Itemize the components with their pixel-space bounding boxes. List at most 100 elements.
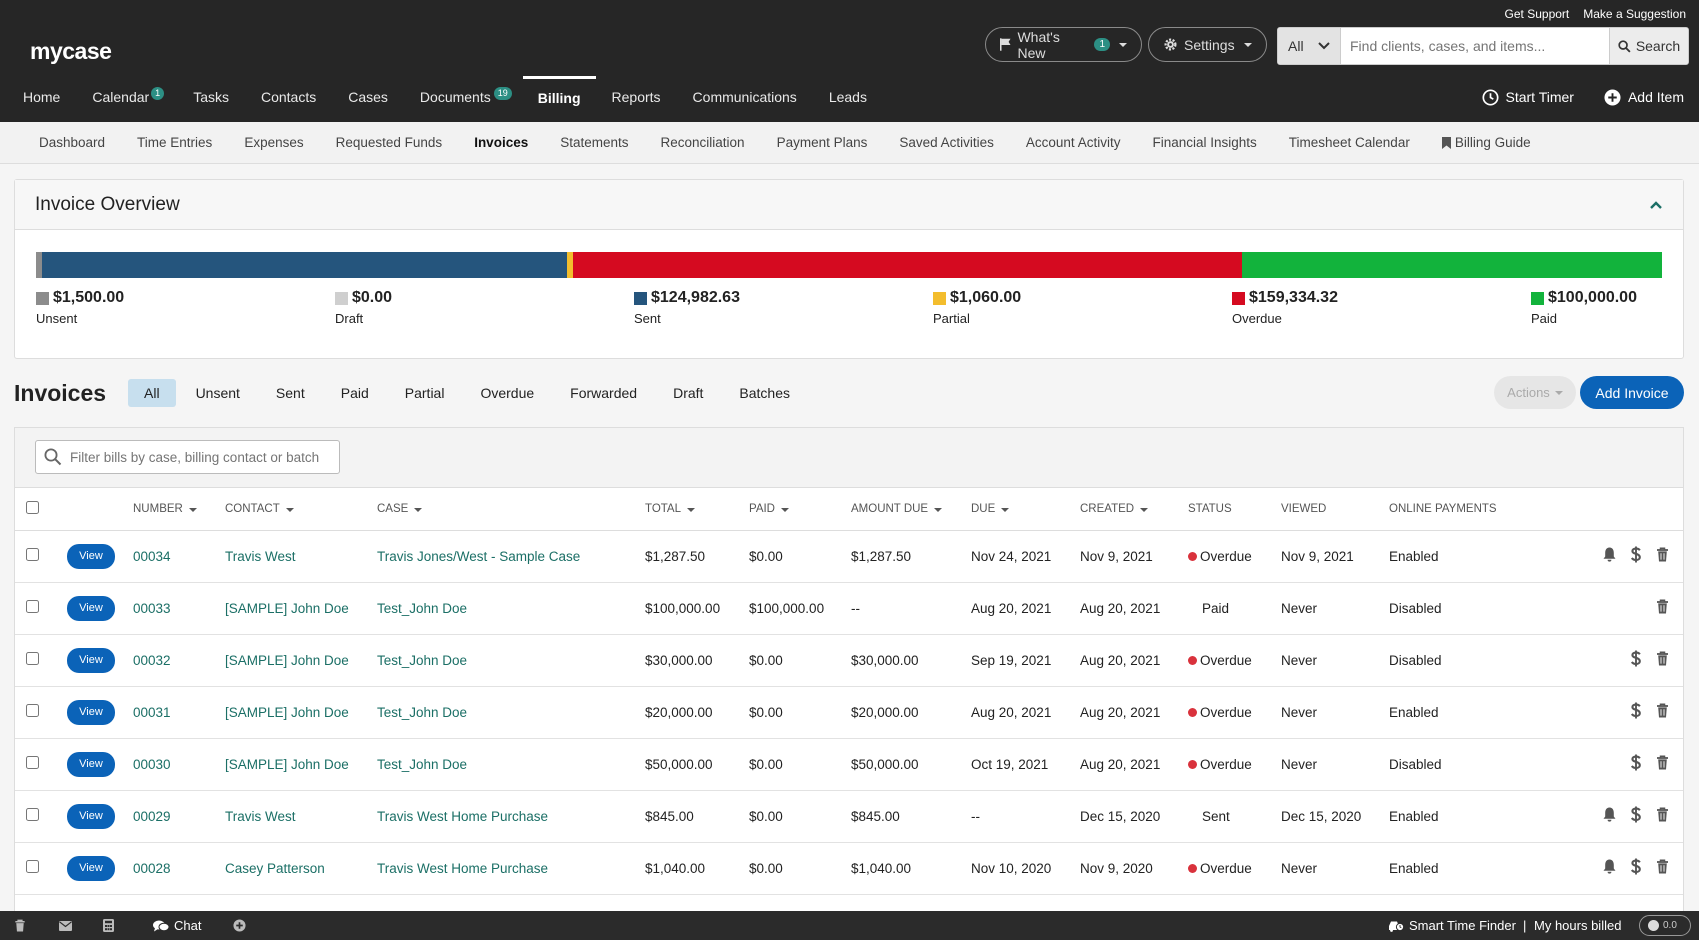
trash-icon[interactable] <box>1656 859 1669 877</box>
row-checkbox[interactable] <box>26 704 39 717</box>
invoice-number-link[interactable]: 00034 <box>133 548 171 564</box>
view-button[interactable]: View <box>67 543 115 569</box>
bell-icon[interactable] <box>1603 859 1616 877</box>
column-number[interactable]: NUMBER <box>133 488 225 531</box>
footer-add-button[interactable] <box>233 911 246 940</box>
add-item-button[interactable]: Add Item <box>1604 88 1684 106</box>
subnav-billing-guide[interactable]: Billing Guide <box>1426 122 1547 163</box>
case-link[interactable]: Travis West Home Purchase <box>377 860 549 876</box>
footer-mail-button[interactable] <box>59 911 72 940</box>
case-link[interactable]: Test_John Doe <box>377 704 468 720</box>
chat-button[interactable]: Chat <box>153 911 201 940</box>
select-all-checkbox[interactable] <box>26 500 39 514</box>
subnav-statements[interactable]: Statements <box>560 135 629 150</box>
view-button[interactable]: View <box>67 647 115 673</box>
trash-icon[interactable] <box>1656 703 1669 721</box>
nav-calendar[interactable]: Calendar 1 <box>76 76 177 122</box>
bell-icon[interactable] <box>1603 547 1616 565</box>
filter-tab-partial[interactable]: Partial <box>404 385 445 401</box>
add-invoice-button[interactable]: Add Invoice <box>1580 376 1684 409</box>
trash-icon[interactable] <box>1656 807 1669 825</box>
row-checkbox[interactable] <box>26 808 39 821</box>
contact-link[interactable]: [SAMPLE] John Doe <box>225 704 349 720</box>
logo[interactable]: mycase <box>30 38 112 64</box>
subnav-requested-funds[interactable]: Requested Funds <box>335 135 443 150</box>
nav-home[interactable]: Home <box>0 76 76 122</box>
filter-tab-draft[interactable]: Draft <box>673 385 704 401</box>
subnav-saved-activities[interactable]: Saved Activities <box>899 135 994 150</box>
footer-calculator-button[interactable] <box>103 911 114 940</box>
nav-contacts[interactable]: Contacts <box>245 76 332 122</box>
invoice-number-link[interactable]: 00031 <box>133 704 171 720</box>
subnav-dashboard[interactable]: Dashboard <box>39 135 106 150</box>
footer-trash-button[interactable] <box>14 911 26 940</box>
view-button[interactable]: View <box>67 699 115 725</box>
get-support-link[interactable]: Get Support <box>1504 7 1570 21</box>
case-link[interactable]: Travis West Home Purchase <box>377 808 549 824</box>
nav-billing[interactable]: Billing <box>522 76 596 122</box>
case-link[interactable]: Test_John Doe <box>377 756 468 772</box>
invoice-number-link[interactable]: 00029 <box>133 808 171 824</box>
subnav-invoices[interactable]: Invoices <box>474 135 529 150</box>
nav-cases[interactable]: Cases <box>332 76 404 122</box>
column-case[interactable]: CASE <box>377 488 645 531</box>
filter-tab-unsent[interactable]: Unsent <box>195 385 240 401</box>
contact-link[interactable]: Travis West <box>225 548 296 564</box>
view-button[interactable]: View <box>67 803 115 829</box>
column-total[interactable]: TOTAL <box>645 488 749 531</box>
contact-link[interactable]: Casey Patterson <box>225 860 325 876</box>
filter-tab-sent[interactable]: Sent <box>275 385 305 401</box>
case-link[interactable]: Test_John Doe <box>377 600 468 616</box>
search-button[interactable]: Search <box>1609 28 1688 64</box>
nav-communications[interactable]: Communications <box>677 76 813 122</box>
contact-link[interactable]: [SAMPLE] John Doe <box>225 600 349 616</box>
search-scope-select[interactable]: All <box>1278 28 1341 64</box>
invoice-number-link[interactable]: 00032 <box>133 652 171 668</box>
filter-tab-forwarded[interactable]: Forwarded <box>570 385 638 401</box>
dollar-icon[interactable] <box>1630 546 1642 566</box>
settings-button[interactable]: Settings <box>1148 27 1267 62</box>
filter-tab-all[interactable]: All <box>128 379 176 407</box>
contact-link[interactable]: [SAMPLE] John Doe <box>225 756 349 772</box>
invoice-number-link[interactable]: 00030 <box>133 756 171 772</box>
row-checkbox[interactable] <box>26 600 39 613</box>
trash-icon[interactable] <box>1656 755 1669 773</box>
column-contact[interactable]: CONTACT <box>225 488 377 531</box>
bell-icon[interactable] <box>1603 807 1616 825</box>
dollar-icon[interactable] <box>1630 754 1642 774</box>
invoice-number-link[interactable]: 00028 <box>133 860 171 876</box>
filter-tab-overdue[interactable]: Overdue <box>480 385 535 401</box>
nav-documents[interactable]: Documents 19 <box>404 76 523 122</box>
trash-icon[interactable] <box>1656 547 1669 565</box>
subnav-reconciliation[interactable]: Reconciliation <box>660 135 745 150</box>
nav-reports[interactable]: Reports <box>596 76 677 122</box>
subnav-financial-insights[interactable]: Financial Insights <box>1152 135 1257 150</box>
make-suggestion-link[interactable]: Make a Suggestion <box>1583 7 1686 21</box>
trash-icon[interactable] <box>1656 651 1669 669</box>
subnav-account-activity[interactable]: Account Activity <box>1025 135 1121 150</box>
smart-time-finder-button[interactable]: Smart Time Finder <box>1388 911 1516 940</box>
row-checkbox[interactable] <box>26 548 39 561</box>
dollar-icon[interactable] <box>1630 806 1642 826</box>
subnav-timesheet-calendar[interactable]: Timesheet Calendar <box>1288 135 1410 150</box>
filter-tab-batches[interactable]: Batches <box>739 385 791 401</box>
search-input[interactable] <box>1341 28 1609 64</box>
case-link[interactable]: Travis Jones/West - Sample Case <box>377 548 581 564</box>
column-amount-due[interactable]: AMOUNT DUE <box>851 488 971 531</box>
row-checkbox[interactable] <box>26 860 39 873</box>
view-button[interactable]: View <box>67 855 115 881</box>
nav-tasks[interactable]: Tasks <box>177 76 245 122</box>
view-button[interactable]: View <box>67 751 115 777</box>
filter-tab-paid[interactable]: Paid <box>340 385 369 401</box>
trash-icon[interactable] <box>1656 599 1669 617</box>
subnav-payment-plans[interactable]: Payment Plans <box>776 135 868 150</box>
row-checkbox[interactable] <box>26 652 39 665</box>
row-checkbox[interactable] <box>26 756 39 769</box>
dollar-icon[interactable] <box>1630 858 1642 878</box>
column-paid[interactable]: PAID <box>749 488 851 531</box>
invoice-number-link[interactable]: 00033 <box>133 600 171 616</box>
view-button[interactable]: View <box>67 595 115 621</box>
dollar-icon[interactable] <box>1630 650 1642 670</box>
contact-link[interactable]: Travis West <box>225 808 296 824</box>
contact-link[interactable]: [SAMPLE] John Doe <box>225 652 349 668</box>
